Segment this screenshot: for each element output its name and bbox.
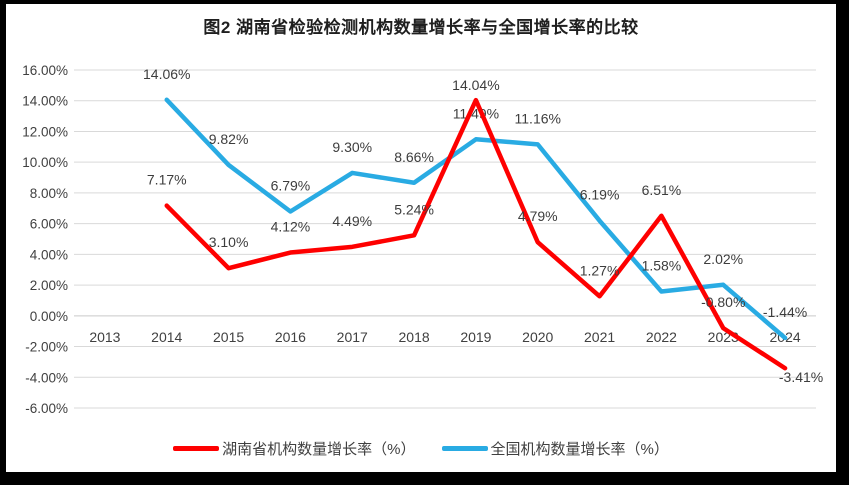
- data-label-national: -1.44%: [763, 304, 807, 320]
- data-label-national: 11.16%: [515, 110, 561, 126]
- data-label-hunan: 7.17%: [147, 172, 187, 188]
- data-label-national: 8.66%: [394, 149, 434, 165]
- y-axis-tick-label: 2.00%: [30, 278, 68, 293]
- x-axis-tick-label: 2017: [337, 329, 368, 345]
- y-axis-tick-label: 12.00%: [22, 124, 68, 139]
- data-label-hunan: -0.80%: [701, 294, 745, 310]
- chart-plot-area: 16.00% 14.00% 12.00% 10.00% 8.00% 6.00% 4.00% 2…: [22, 63, 823, 416]
- y-axis-tick-label: 0.00%: [30, 309, 68, 324]
- data-label-hunan: 4.49%: [332, 213, 372, 229]
- legend-label-national: 全国机构数量增长率（%）: [490, 441, 669, 458]
- y-axis-tick-label: 6.00%: [30, 217, 68, 232]
- x-axis-tick-label: 2021: [584, 329, 615, 345]
- y-axis-tick-label: 8.00%: [30, 186, 68, 201]
- y-axis-tick-label: -6.00%: [25, 401, 68, 416]
- data-label-national: 9.82%: [209, 131, 249, 147]
- legend-line-swatch-red: [173, 446, 220, 451]
- data-label-national: 6.19%: [580, 187, 620, 203]
- y-axis-tick-label: 16.00%: [22, 63, 68, 78]
- x-axis-tick-label: 2018: [399, 329, 430, 345]
- data-label-national: 1.58%: [642, 258, 682, 274]
- chart-title: 图2 湖南省检验检测机构数量增长率与全国增长率的比较: [203, 18, 639, 37]
- data-label-hunan: -3.41%: [779, 369, 823, 385]
- x-axis-tick-label: 2022: [646, 329, 677, 345]
- series-line-hunan: [164, 97, 788, 371]
- data-label-hunan: 1.27%: [580, 262, 620, 278]
- x-axis-tick-label: 2015: [213, 329, 244, 345]
- data-label-hunan: 3.10%: [209, 234, 249, 250]
- data-label-national: 2.02%: [703, 251, 743, 267]
- data-label-national: 6.79%: [271, 177, 311, 193]
- series-line-national: [164, 97, 788, 341]
- legend-item-hunan: 湖南省机构数量增长率（%）: [173, 438, 416, 459]
- legend-line-swatch-blue: [441, 446, 488, 451]
- y-axis-tick-label: -4.00%: [25, 370, 68, 385]
- x-axis-tick-label: 2016: [275, 329, 306, 345]
- data-label-hunan: 4.12%: [271, 219, 311, 235]
- x-axis-tick-label: 2019: [460, 329, 491, 345]
- data-label-national: 9.30%: [332, 139, 372, 155]
- y-axis-tick-label: 4.00%: [30, 247, 68, 262]
- data-label-hunan: 6.51%: [642, 182, 682, 198]
- data-label-hunan: 5.24%: [394, 201, 434, 217]
- legend-item-national: 全国机构数量增长率（%）: [441, 438, 669, 459]
- data-label-hunan: 4.79%: [518, 208, 558, 224]
- x-axis-tick-label: 2013: [89, 329, 120, 345]
- data-label-national: 14.06%: [143, 66, 190, 82]
- legend-label-hunan: 湖南省机构数量增长率（%）: [222, 441, 416, 458]
- chart-legend: 湖南省机构数量增长率（%） 全国机构数量增长率（%）: [6, 438, 836, 459]
- y-axis-tick-label: 10.00%: [22, 155, 68, 170]
- y-axis-tick-label: -2.00%: [25, 340, 68, 355]
- x-axis-tick-label: 2014: [151, 329, 182, 345]
- y-axis-tick-label: 14.00%: [22, 94, 68, 109]
- data-label-hunan: 14.04%: [452, 77, 499, 93]
- data-label-national: 11.49%: [453, 105, 499, 121]
- x-axis-tick-label: 2020: [522, 329, 553, 345]
